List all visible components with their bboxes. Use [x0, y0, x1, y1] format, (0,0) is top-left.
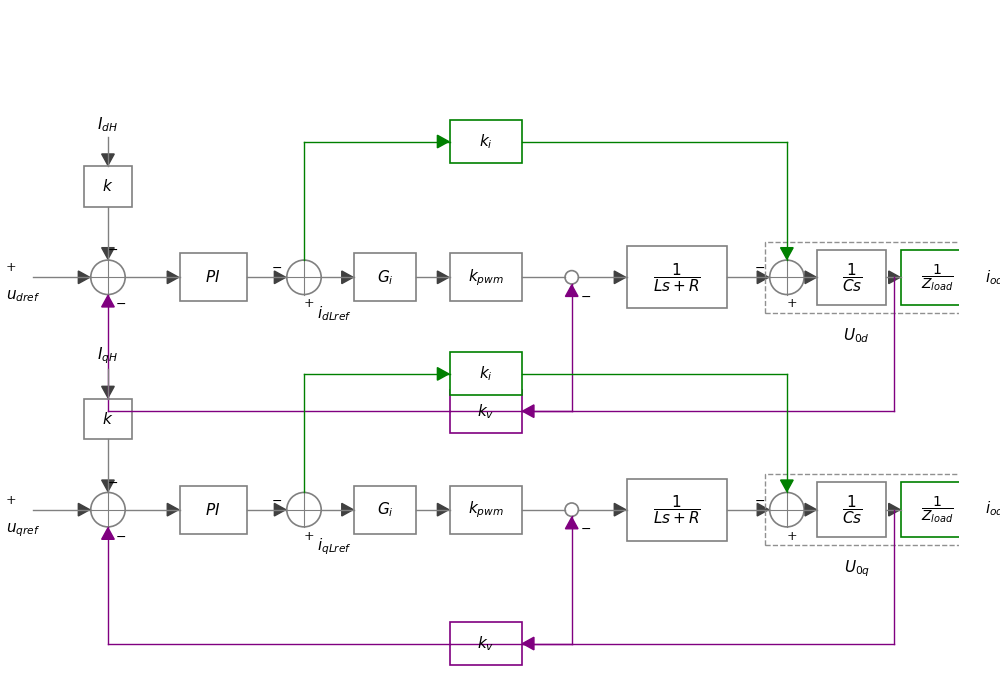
FancyBboxPatch shape — [450, 254, 522, 301]
Text: $k_{pwm}$: $k_{pwm}$ — [468, 267, 504, 287]
FancyBboxPatch shape — [84, 398, 132, 439]
Text: $PI$: $PI$ — [205, 502, 221, 518]
Text: $k_v$: $k_v$ — [477, 402, 494, 421]
Text: +: + — [786, 530, 797, 542]
Polygon shape — [342, 503, 353, 516]
FancyBboxPatch shape — [450, 120, 522, 163]
Text: $i_{od}$: $i_{od}$ — [985, 268, 1000, 287]
FancyBboxPatch shape — [450, 486, 522, 533]
Polygon shape — [781, 480, 793, 491]
Text: $\dfrac{1}{Z_{load}}$: $\dfrac{1}{Z_{load}}$ — [921, 262, 953, 293]
Text: $-$: $-$ — [754, 261, 765, 274]
Polygon shape — [102, 154, 114, 166]
Text: $k$: $k$ — [102, 178, 114, 194]
FancyBboxPatch shape — [450, 622, 522, 665]
Text: $-$: $-$ — [580, 522, 591, 535]
Text: $-$: $-$ — [107, 243, 118, 257]
Text: +: + — [303, 297, 314, 310]
Text: $k$: $k$ — [102, 411, 114, 427]
Text: $i_{qLref}$: $i_{qLref}$ — [317, 536, 352, 557]
Text: $G_i$: $G_i$ — [377, 268, 394, 287]
Text: $\dfrac{1}{Z_{load}}$: $\dfrac{1}{Z_{load}}$ — [921, 494, 953, 525]
FancyBboxPatch shape — [627, 246, 727, 308]
Polygon shape — [805, 503, 817, 516]
Polygon shape — [522, 405, 534, 417]
Text: $U_{0q}$: $U_{0q}$ — [844, 559, 870, 579]
Text: $u_{qref}$: $u_{qref}$ — [6, 521, 40, 539]
FancyBboxPatch shape — [627, 479, 727, 541]
Text: $k_i$: $k_i$ — [479, 132, 493, 151]
Polygon shape — [167, 271, 179, 284]
Polygon shape — [342, 271, 353, 284]
Text: $k_{pwm}$: $k_{pwm}$ — [468, 499, 504, 520]
Polygon shape — [437, 271, 449, 284]
Text: $-$: $-$ — [271, 493, 282, 507]
Text: $\dfrac{1}{Ls+R}$: $\dfrac{1}{Ls+R}$ — [653, 493, 701, 526]
Text: $i_{oq}$: $i_{oq}$ — [985, 499, 1000, 520]
FancyBboxPatch shape — [817, 250, 886, 305]
Polygon shape — [565, 517, 578, 528]
Text: +: + — [6, 261, 16, 274]
FancyBboxPatch shape — [450, 352, 522, 396]
Circle shape — [565, 271, 578, 284]
FancyBboxPatch shape — [354, 486, 416, 533]
Text: +: + — [6, 493, 16, 507]
Polygon shape — [781, 247, 793, 259]
Text: $-$: $-$ — [754, 493, 765, 507]
Text: $-$: $-$ — [107, 475, 118, 489]
FancyBboxPatch shape — [901, 250, 973, 305]
Polygon shape — [614, 271, 626, 284]
Polygon shape — [522, 637, 534, 650]
FancyBboxPatch shape — [817, 482, 886, 538]
Polygon shape — [889, 503, 900, 516]
Text: $u_{dref}$: $u_{dref}$ — [6, 289, 40, 305]
Polygon shape — [889, 271, 900, 284]
Circle shape — [565, 503, 578, 517]
Polygon shape — [437, 503, 449, 516]
Text: $k_i$: $k_i$ — [479, 365, 493, 383]
Polygon shape — [78, 503, 90, 516]
Polygon shape — [274, 503, 286, 516]
Polygon shape — [805, 271, 817, 284]
Text: $G_i$: $G_i$ — [377, 500, 394, 519]
Text: $-$: $-$ — [580, 290, 591, 303]
FancyBboxPatch shape — [84, 166, 132, 206]
Polygon shape — [102, 247, 114, 259]
Polygon shape — [167, 503, 179, 516]
Polygon shape — [437, 368, 449, 380]
FancyBboxPatch shape — [180, 486, 247, 533]
FancyBboxPatch shape — [901, 482, 973, 538]
Text: $I_{qH}$: $I_{qH}$ — [97, 345, 118, 366]
Polygon shape — [102, 528, 114, 540]
Polygon shape — [102, 296, 114, 307]
Polygon shape — [102, 387, 114, 398]
Text: $I_{dH}$: $I_{dH}$ — [97, 115, 118, 134]
Text: $-$: $-$ — [115, 530, 126, 542]
Text: $\dfrac{1}{Ls+R}$: $\dfrac{1}{Ls+R}$ — [653, 261, 701, 294]
Polygon shape — [274, 271, 286, 284]
Polygon shape — [757, 271, 769, 284]
Text: $i_{dLref}$: $i_{dLref}$ — [317, 304, 352, 323]
Text: $-$: $-$ — [271, 261, 282, 274]
Text: +: + — [303, 530, 314, 542]
Polygon shape — [614, 503, 626, 516]
Text: $k_v$: $k_v$ — [477, 634, 494, 653]
Text: $PI$: $PI$ — [205, 269, 221, 285]
Polygon shape — [78, 271, 90, 284]
Text: $\dfrac{1}{Cs}$: $\dfrac{1}{Cs}$ — [842, 261, 862, 294]
Text: $-$: $-$ — [115, 297, 126, 310]
Polygon shape — [757, 503, 769, 516]
FancyBboxPatch shape — [354, 254, 416, 301]
Text: $\dfrac{1}{Cs}$: $\dfrac{1}{Cs}$ — [842, 493, 862, 526]
Text: +: + — [786, 297, 797, 310]
Polygon shape — [437, 135, 449, 147]
Polygon shape — [565, 285, 578, 296]
FancyBboxPatch shape — [180, 254, 247, 301]
FancyBboxPatch shape — [450, 389, 522, 433]
Text: $U_{0d}$: $U_{0d}$ — [843, 326, 870, 345]
Polygon shape — [102, 480, 114, 491]
